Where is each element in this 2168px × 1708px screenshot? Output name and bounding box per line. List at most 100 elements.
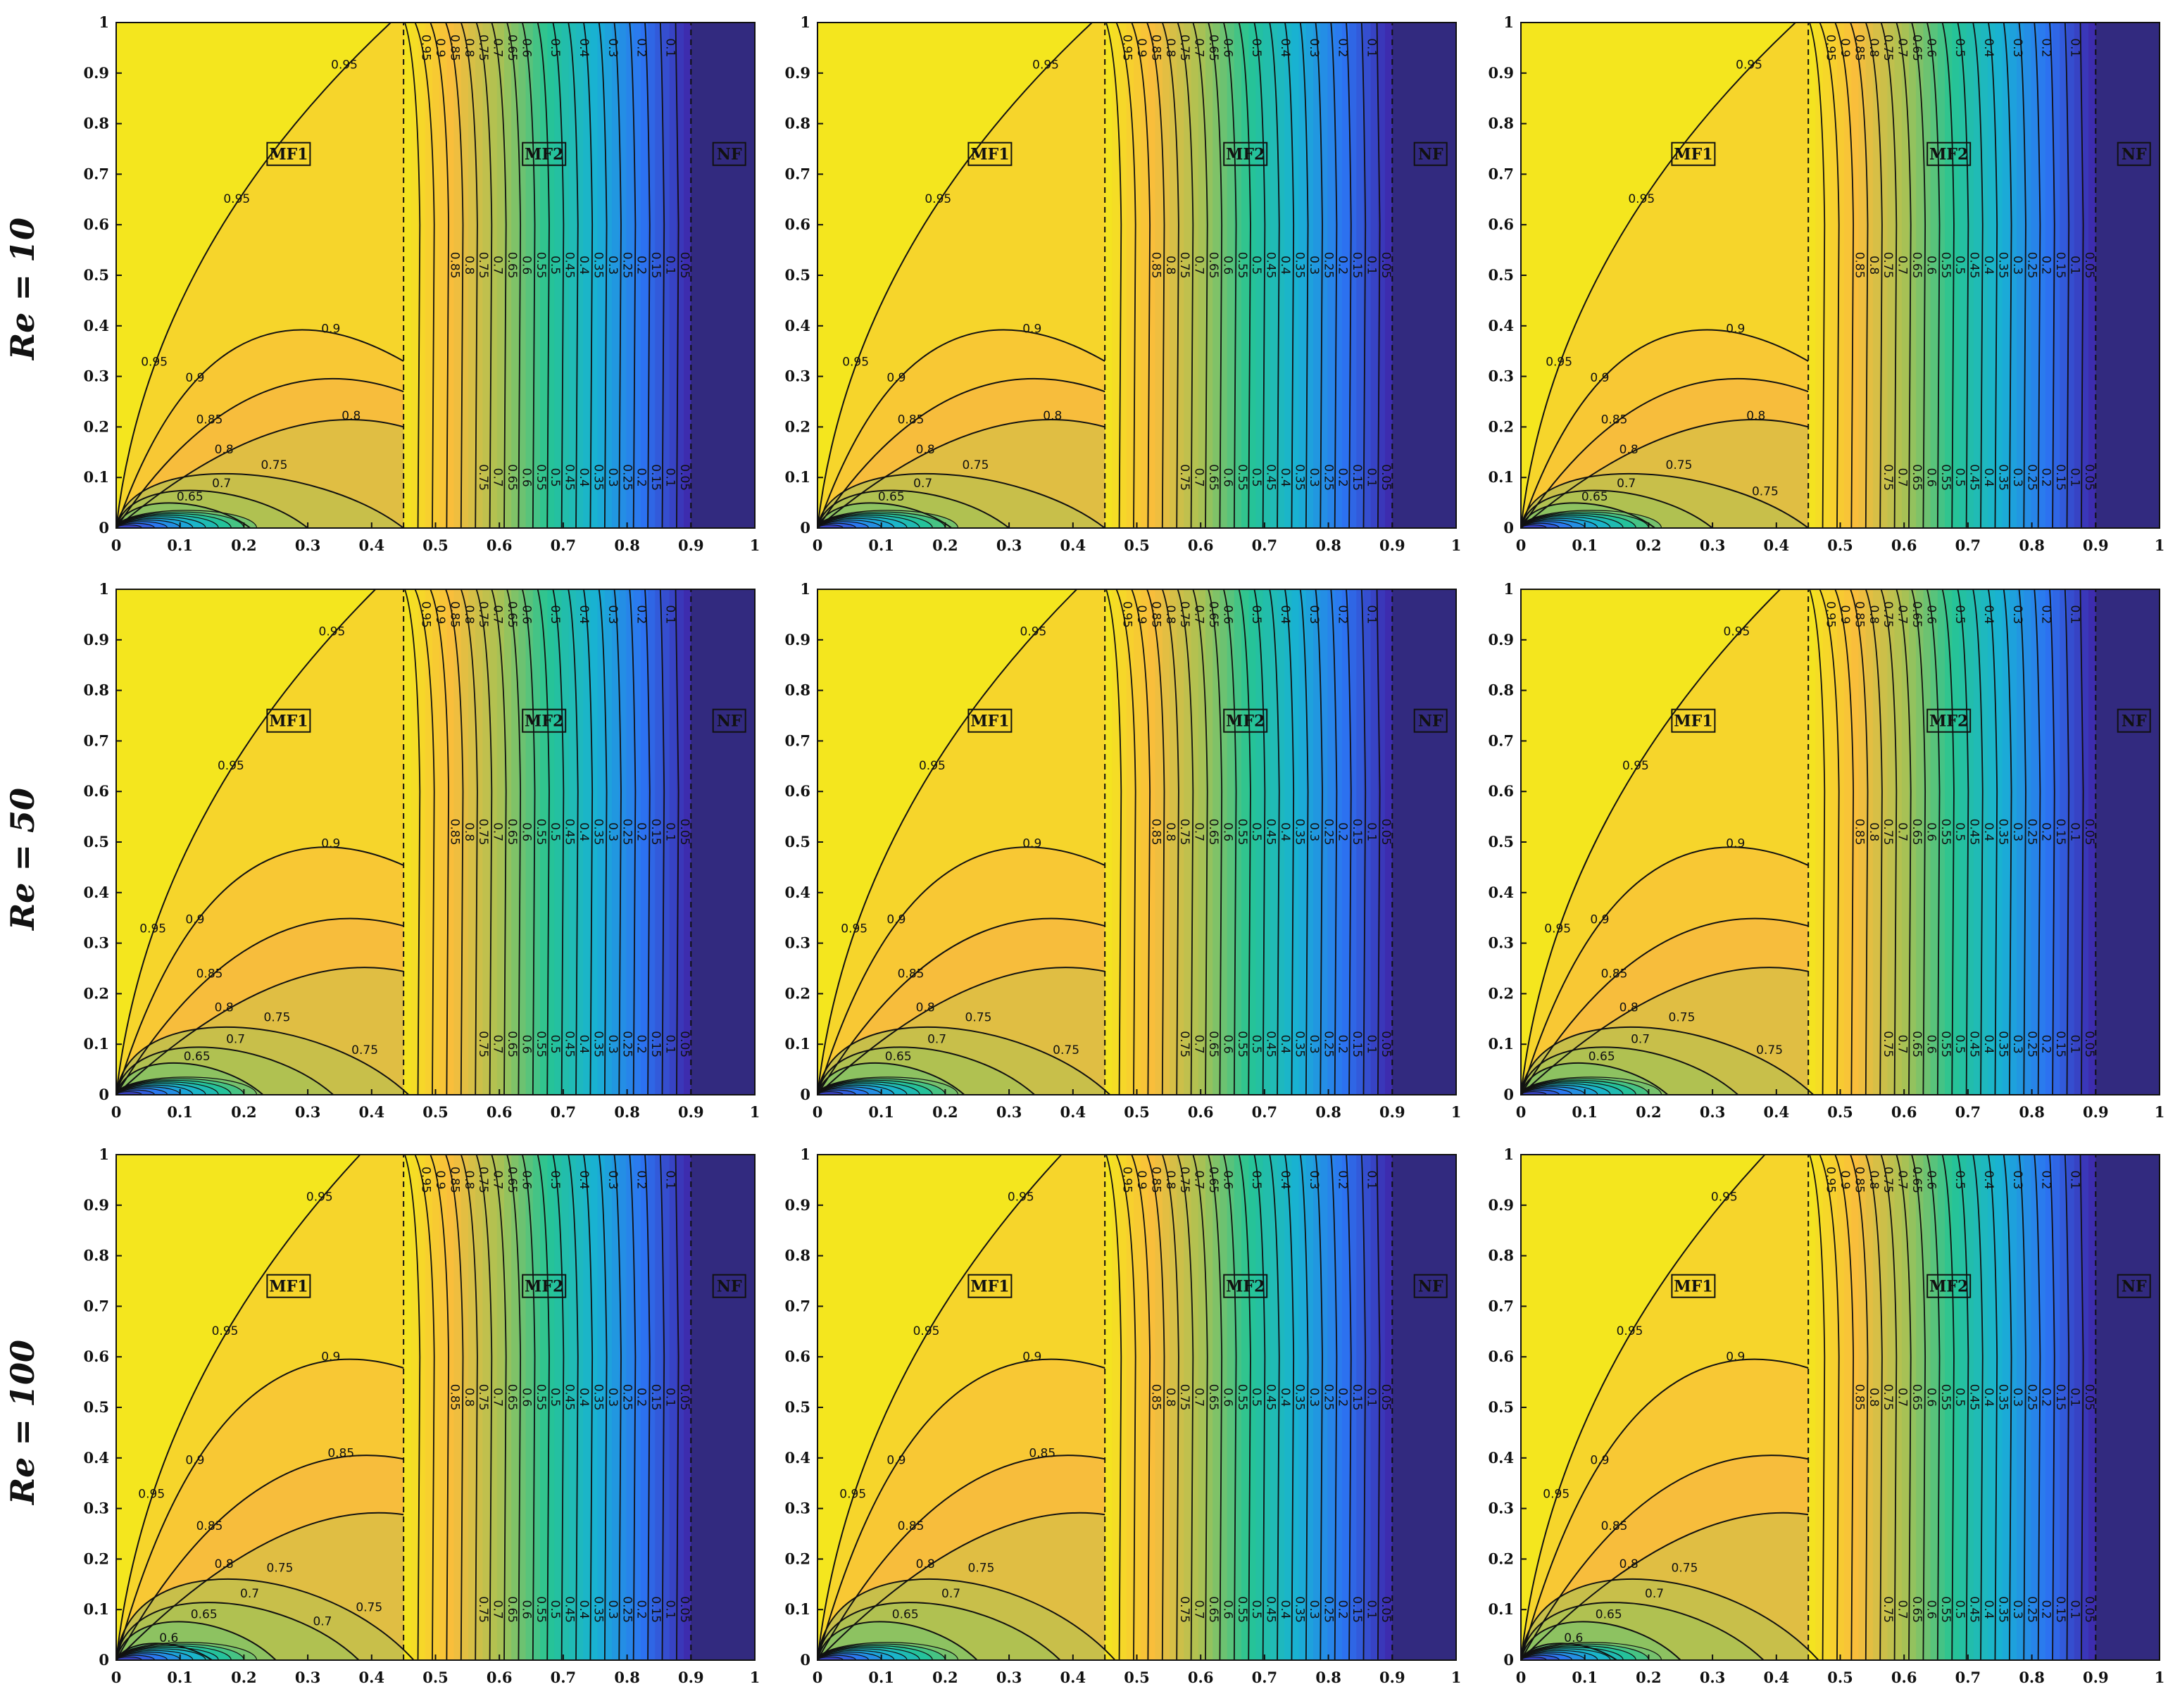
mf2-contour-label: 0.85 [1148, 1384, 1163, 1411]
mf2-contour-label: 0.3 [606, 1035, 620, 1054]
mf2-fill [1270, 1155, 1278, 1660]
mf2-contour-0.65 [1896, 589, 1912, 1095]
mf2-fill [411, 1155, 419, 1660]
zone-label-box [712, 708, 746, 733]
mf2-fill [1901, 1155, 1910, 1660]
mf2-contour-label: 0.65 [1910, 34, 1924, 61]
mf2-contour-label: 0.6 [1924, 1035, 1938, 1054]
y-tick-label: 0.2 [784, 1550, 810, 1567]
mf2-fill [468, 589, 476, 1095]
panel-re-100-col-2: 0.950.950.950.90.90.850.850.8 0.750.70.65… [784, 1145, 1461, 1686]
mf1-contour-0.65 [115, 1621, 277, 1661]
mf2-fill [1872, 1155, 1881, 1660]
mf2-fill [2067, 589, 2075, 1095]
mf2-fill [1262, 589, 1271, 1095]
mf2-fill [1349, 589, 1357, 1095]
nf-fill [1392, 1155, 1456, 1660]
mf2-contour-label: 0.1 [663, 38, 677, 57]
zone-label-box [1223, 1274, 1268, 1298]
mf1-contour-label: 0.75 [1752, 484, 1779, 498]
mf2-contour-label: 0.1 [1364, 38, 1378, 57]
y-tick-label: 0.1 [1488, 1600, 1514, 1618]
x-tick-label: 0.2 [932, 1103, 958, 1121]
mf2-contour-0.3 [598, 1154, 608, 1661]
mf1-contour-label: 0.6 [1564, 1631, 1583, 1645]
mf2-contour-0.8 [1146, 22, 1165, 529]
mf1-contour-label: 0.95 [212, 1324, 239, 1338]
mf2-contour-0.55 [521, 22, 536, 529]
mf2-fill [1327, 23, 1336, 528]
mf2-contour-0.2 [629, 589, 637, 1095]
mf2-contour-label: 0.8 [1867, 1388, 1881, 1407]
mf2-contour-0.6 [1208, 1154, 1223, 1661]
mf2-contour-0.1 [1360, 589, 1367, 1095]
mf1-contour-0.65 [1520, 1621, 1681, 1661]
mf2-fill [1112, 1155, 1120, 1660]
mf2-contour-0.25 [2018, 589, 2026, 1095]
mf2-fill [1298, 1155, 1307, 1660]
mf2-contour-label: 0.9 [433, 38, 447, 57]
mf1-contour-0.85 [1520, 917, 1809, 1095]
mf2-contour-label: 0.35 [1995, 1384, 2010, 1411]
mf2-contour-label: 0.4 [1278, 822, 1292, 841]
mf2-contour-0.4 [1269, 1154, 1280, 1661]
mf2-fill [403, 23, 411, 528]
mf2-fill [1213, 23, 1221, 528]
mf2-contour-label: 0.3 [606, 1170, 620, 1189]
mf2-fill [662, 589, 670, 1095]
y-tick-label: 0.6 [83, 215, 109, 233]
mf2-fill [1829, 1155, 1838, 1660]
mf2-fill [1966, 589, 1974, 1095]
mf2-fill [460, 23, 469, 528]
mf2-contour-label: 0.15 [648, 252, 663, 279]
mf1-contour-0.95 [817, 589, 1077, 1095]
mf2-contour-label: 0.35 [591, 252, 605, 279]
mf2-fill [2017, 23, 2024, 528]
mf2-contour-label: 0.05 [1379, 1384, 1393, 1411]
mf2-contour-label: 0.25 [620, 1384, 634, 1411]
y-tick-label: 0 [99, 519, 109, 536]
mf1-contour-label: 0.9 [886, 913, 906, 927]
mf2-contour-label: 0.2 [1336, 1170, 1350, 1189]
zone-label-nf: NF [1418, 1278, 1443, 1296]
mf2-fill [619, 23, 627, 528]
mf2-fill [568, 1155, 577, 1660]
mf2-contour-0.1 [659, 589, 665, 1095]
mf2-fill [1844, 589, 1852, 1095]
y-tick-label: 0.2 [1488, 984, 1514, 1002]
mf2-contour-0.05 [1376, 589, 1381, 1095]
mf2-fill [2009, 589, 2017, 1095]
mf2-contour-label: 0.75 [1881, 1596, 1895, 1623]
mf1-contour-label: 0.95 [1020, 624, 1047, 639]
y-tick-label: 0.9 [83, 631, 109, 648]
mf2-fill [1119, 589, 1127, 1095]
mf2-contour-label: 0.5 [548, 1600, 562, 1619]
mf2-contour-label: 0.4 [577, 822, 591, 841]
mf2-contour-label: 0.6 [1924, 38, 1938, 57]
mf2-fill [1234, 23, 1242, 528]
mf2-contour-label: 0.5 [1249, 1600, 1263, 1619]
mf2-fill [676, 1155, 684, 1660]
mf2-contour-label: 0.25 [1321, 464, 1335, 491]
mf2-contour-label: 0.1 [1364, 256, 1378, 275]
mf2-contour-0.8 [445, 589, 464, 1095]
mf2-contour-label: 0.85 [1852, 819, 1866, 846]
mf2-contour-label: 0.6 [1220, 1035, 1234, 1054]
zone-label-mf2: MF2 [1929, 1278, 1968, 1296]
zone-label-box [266, 1274, 311, 1298]
mf2-contour-label: 0.3 [2010, 1035, 2024, 1054]
mf2-fill [2088, 23, 2096, 528]
y-tick-label: 0.3 [83, 1500, 109, 1517]
y-tick-label: 0.8 [83, 1247, 109, 1264]
mf2-contour-label: 0.4 [577, 256, 591, 275]
mf2-contour-0.15 [2049, 1154, 2055, 1661]
y-tick-label: 1 [1503, 13, 1514, 31]
mf2-fill [2088, 1155, 2096, 1660]
mf2-contour-label: 0.5 [548, 256, 562, 275]
mf2-contour-label: 0.2 [634, 468, 648, 487]
mf2-fill [1220, 23, 1228, 528]
mf2-contour-0.8 [1146, 589, 1165, 1095]
mf1-contour-0.75 [1520, 472, 1809, 529]
mf1-contour-label: 0.9 [185, 371, 204, 385]
mf2-fill [532, 23, 541, 528]
